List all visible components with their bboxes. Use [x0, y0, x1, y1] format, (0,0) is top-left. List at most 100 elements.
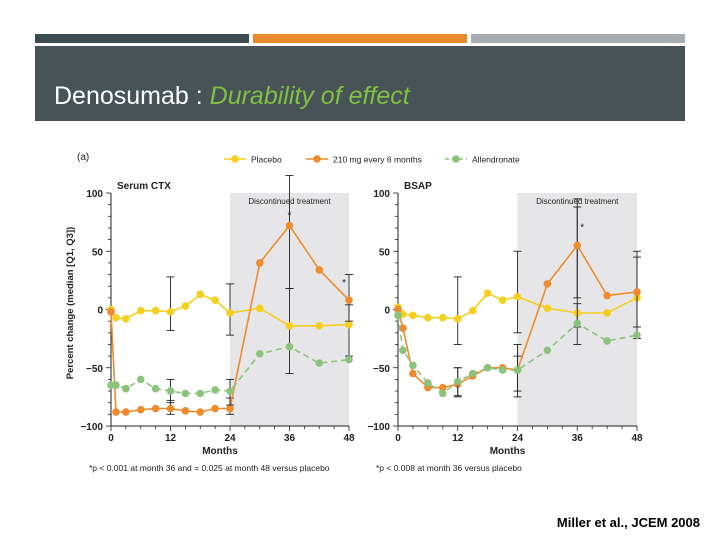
panel-1-series-point	[151, 404, 160, 413]
panel-2-series-point	[409, 311, 417, 320]
legend-swatch-marker	[452, 155, 460, 163]
legend-swatch-marker	[231, 155, 239, 163]
panel-2-y-tick-label: −100	[367, 422, 390, 433]
panel-2-series-point	[409, 361, 417, 370]
panel-1-series-point	[112, 381, 120, 390]
panel-1-annotation: *	[342, 278, 346, 289]
panel-1-series-point	[166, 387, 175, 395]
panel-2-series-point	[439, 383, 447, 392]
panel-2-series-point	[453, 315, 462, 323]
panel-2-title: BSAP	[404, 181, 432, 192]
panel-2-series-point	[573, 241, 582, 250]
panel-1-series-point	[136, 375, 145, 384]
panel-1-series-point	[315, 266, 324, 274]
panel-2-series-point	[453, 377, 462, 386]
panel-2-series-point	[498, 296, 507, 304]
panel-2-series-point	[468, 369, 477, 378]
panel-2-y-tick-label: 50	[379, 247, 391, 258]
panel-1-y-tick-label: 50	[92, 247, 104, 258]
panel-2-series-point	[498, 366, 507, 374]
panel-1-x-axis-label: Months	[202, 446, 238, 457]
panel-1-series-point	[136, 405, 145, 414]
panel-2-series-point	[603, 309, 611, 317]
panel-1-series-point	[345, 320, 353, 329]
legend-swatch-marker	[313, 155, 321, 163]
panel-2-series-point	[543, 280, 552, 288]
panel-letter: (a)	[77, 152, 89, 163]
panel-1-series-point	[151, 306, 160, 315]
panel-1-series-point	[196, 290, 205, 299]
panel-2-series-point	[394, 305, 402, 314]
panel-2-x-tick-label: 48	[631, 433, 643, 444]
panel-1-series-point	[122, 315, 130, 323]
panel-2-series-point	[439, 389, 447, 398]
panel-2-series-point	[543, 304, 552, 313]
title-band	[35, 46, 685, 121]
panel-1-series-point	[181, 302, 190, 310]
panel-1-y-tick-label: −50	[86, 364, 103, 375]
panel-2-y-tick-label: 100	[373, 189, 390, 200]
panel-2-series-point	[513, 292, 522, 301]
panel-1-series-point	[112, 408, 120, 416]
panel-1-series-point	[107, 308, 115, 316]
panel-1-series-point	[255, 304, 264, 313]
panel-2-series-point	[513, 366, 522, 374]
panel-2-series-point	[483, 289, 492, 297]
panel-2-series-point	[394, 311, 402, 320]
panel-2-series-point	[573, 319, 582, 328]
panel-1-series-point	[285, 322, 294, 330]
panel-2-series-point	[603, 337, 611, 345]
panel-2-x-tick-label: 0	[395, 433, 401, 444]
panel-1-series-point	[112, 313, 120, 322]
panel-2-series-point	[543, 346, 552, 355]
y-axis-label: Percent change (median [Q1, Q3])	[65, 227, 76, 380]
header-bar-grey	[471, 34, 685, 43]
panel-1-x-tick-label: 0	[108, 433, 114, 444]
slide-title-main: Denosumab :	[54, 82, 210, 110]
panel-1-series-point	[136, 306, 145, 315]
panel-1-series-point	[226, 309, 234, 317]
panel-1-footnote: *p < 0.001 at month 36 and = 0.025 at mo…	[89, 463, 330, 473]
panel-2-series-point	[468, 306, 477, 315]
slide-title: Denosumab : Durability of effect	[54, 82, 410, 111]
panel-1-x-tick-label: 36	[284, 433, 296, 444]
panel-1-x-tick-label: 48	[343, 433, 355, 444]
panel-2-x-tick-label: 24	[512, 433, 524, 444]
panel-1-x-tick-label: 24	[224, 433, 236, 444]
panel-2-x-tick-label: 12	[452, 433, 464, 444]
panel-1-series-point	[151, 384, 160, 393]
panel-2-series-point	[483, 363, 492, 372]
panel-2-footnote: *p < 0.008 at month 36 versus placebo	[376, 463, 522, 473]
panel-1-series-point	[181, 407, 190, 415]
panel-2-x-tick-label: 36	[572, 433, 584, 444]
panel-1-series-point	[166, 308, 175, 316]
panel-1-series-point	[122, 384, 130, 393]
header-bar-dark	[35, 34, 249, 43]
panel-2-series-point	[633, 288, 641, 296]
panel-2-y-tick-label: −50	[373, 364, 390, 375]
citation: Miller et al., JCEM 2008	[556, 515, 700, 530]
panel-1-series-point	[345, 296, 353, 304]
panel-1-series-point	[255, 259, 264, 267]
legend-label: Placebo	[251, 155, 282, 165]
panel-1-series-point	[211, 386, 219, 394]
panel-2-series-point	[439, 313, 447, 322]
panel-1-y-tick-label: 100	[86, 189, 103, 200]
panel-1-series-point	[255, 349, 264, 358]
panel-1-x-tick-label: 12	[165, 433, 177, 444]
panel-1-series-point	[226, 404, 234, 413]
panel-1-series-point	[211, 296, 219, 304]
panel-2-series-point	[424, 313, 432, 322]
panel-2-series-point	[424, 379, 432, 387]
header-bar-orange	[253, 34, 467, 43]
panel-1-series-point	[196, 389, 205, 398]
panel-1-series-point	[285, 342, 294, 351]
panel-2-series-point	[399, 346, 407, 355]
panel-1-series-point	[226, 387, 234, 395]
panel-2-annotation: *	[580, 222, 584, 233]
panel-1-y-tick-label: −100	[80, 422, 103, 433]
panel-1-series-point	[181, 389, 190, 398]
panel-1-y-tick-label: 0	[97, 306, 103, 317]
panel-1-series-point	[315, 359, 324, 367]
